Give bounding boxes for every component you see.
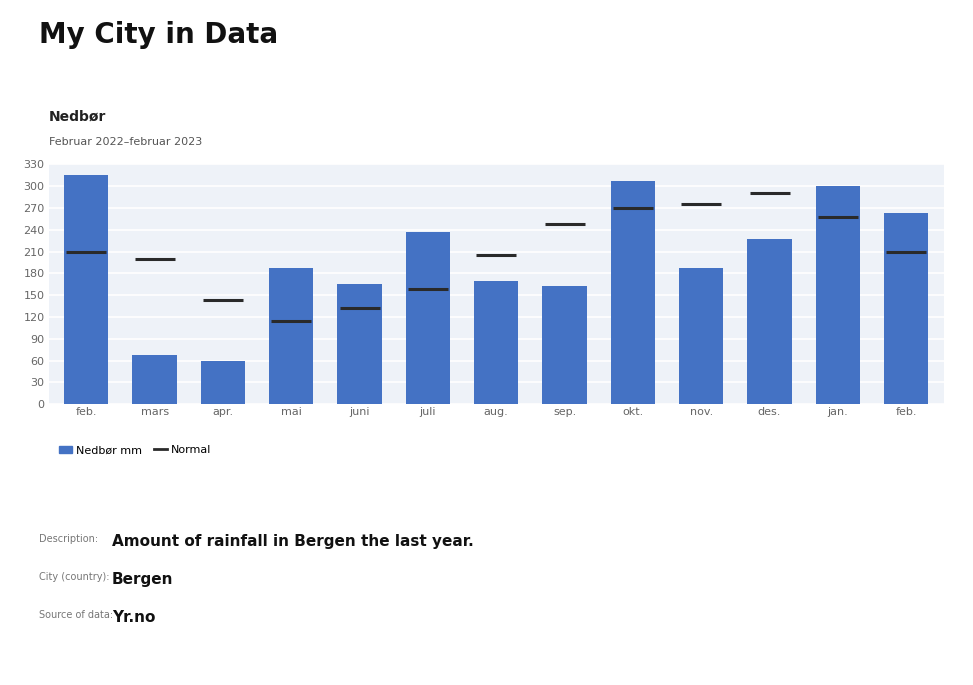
- Text: Nedbør: Nedbør: [49, 110, 106, 123]
- Bar: [406, 232, 450, 404]
- Bar: [64, 175, 108, 404]
- Text: Yr.no: Yr.no: [112, 610, 156, 625]
- Text: My City in Data: My City in Data: [39, 21, 278, 49]
- Bar: [200, 360, 245, 404]
- Bar: [747, 238, 792, 404]
- Text: Amount of rainfall in Bergen the last year.: Amount of rainfall in Bergen the last ye…: [112, 534, 474, 549]
- Text: Source of data:: Source of data:: [39, 610, 113, 620]
- Bar: [679, 268, 724, 404]
- Bar: [338, 284, 381, 404]
- Text: Bergen: Bergen: [112, 572, 173, 587]
- Text: Februar 2022–februar 2023: Februar 2022–februar 2023: [49, 137, 202, 147]
- Bar: [542, 286, 587, 404]
- Bar: [611, 181, 655, 404]
- Bar: [815, 186, 860, 404]
- Legend: Nedbør mm, Normal: Nedbør mm, Normal: [54, 441, 216, 460]
- Text: Li: Li: [790, 586, 823, 619]
- Bar: [269, 268, 313, 404]
- Bar: [132, 355, 177, 404]
- Text: Da: Da: [734, 586, 784, 619]
- Bar: [884, 213, 928, 404]
- Text: City (country):: City (country):: [39, 572, 109, 582]
- Text: Data Literacy for Citizenship: Data Literacy for Citizenship: [784, 649, 884, 655]
- Text: Description:: Description:: [39, 534, 98, 545]
- Bar: [474, 281, 519, 404]
